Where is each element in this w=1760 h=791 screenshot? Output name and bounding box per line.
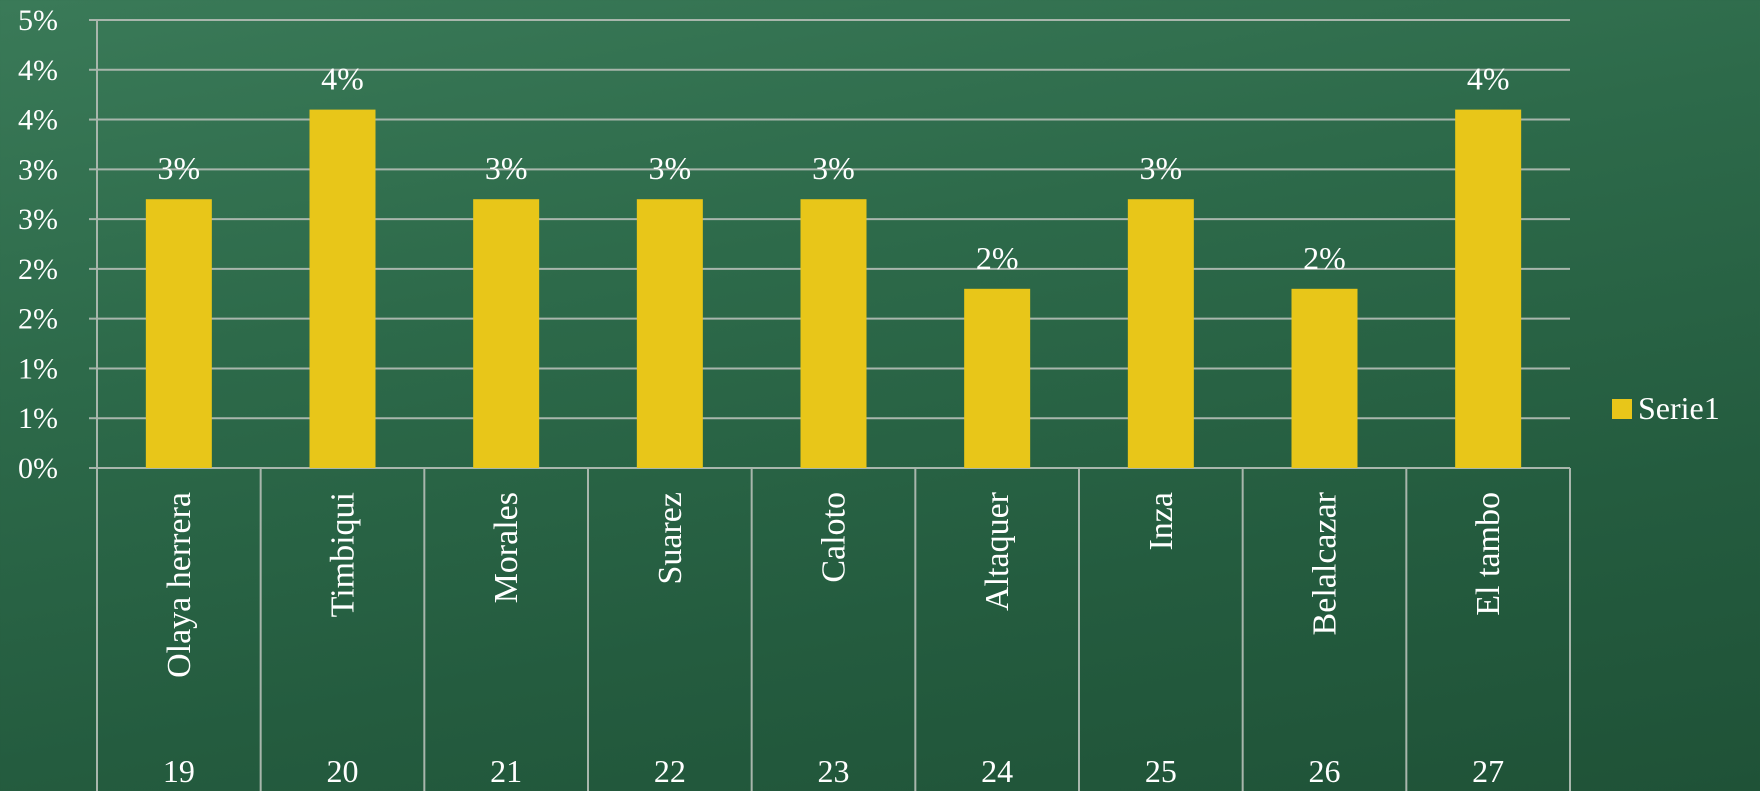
y-tick-label: 1% xyxy=(18,352,58,385)
category-number: 23 xyxy=(818,753,850,789)
y-tick-label: 2% xyxy=(18,303,58,336)
category-label: Altaquer xyxy=(979,491,1016,611)
legend-label: Serie1 xyxy=(1638,390,1720,426)
bar xyxy=(1455,109,1522,468)
category-label: Suarez xyxy=(652,492,689,585)
bar xyxy=(964,288,1031,468)
category-number: 24 xyxy=(981,753,1013,789)
category-label: Caloto xyxy=(816,492,853,583)
data-label: 4% xyxy=(1467,61,1510,97)
category-number: 26 xyxy=(1309,753,1341,789)
category-number: 25 xyxy=(1145,753,1177,789)
category-label: Inza xyxy=(1143,492,1180,551)
bar xyxy=(309,109,376,468)
y-tick-label: 3% xyxy=(18,203,58,236)
y-tick-label: 4% xyxy=(18,104,58,137)
y-tick-label: 2% xyxy=(18,253,58,286)
data-label: 2% xyxy=(1303,240,1346,276)
category-number: 27 xyxy=(1472,753,1504,789)
category-number: 20 xyxy=(327,753,359,789)
data-label: 4% xyxy=(321,61,364,97)
data-label: 3% xyxy=(1140,150,1183,186)
bar xyxy=(800,199,867,468)
category-label: Timbiqui xyxy=(325,492,362,617)
y-tick-label: 1% xyxy=(18,402,58,435)
bar xyxy=(145,199,212,468)
data-label: 3% xyxy=(812,150,855,186)
data-label: 3% xyxy=(158,150,201,186)
category-label: Morales xyxy=(488,492,525,603)
y-tick-label: 4% xyxy=(18,54,58,87)
category-label: Belalcazar xyxy=(1307,491,1344,635)
bar xyxy=(636,199,703,468)
legend: Serie1 xyxy=(1612,390,1720,427)
bar xyxy=(473,199,540,468)
bar xyxy=(1291,288,1358,468)
y-tick-label: 0% xyxy=(18,452,58,485)
data-label: 2% xyxy=(976,240,1019,276)
bar xyxy=(1127,199,1194,468)
category-number: 21 xyxy=(490,753,522,789)
category-label: Olaya herrera xyxy=(161,492,198,678)
category-label: El tambo xyxy=(1470,492,1507,616)
y-tick-label: 3% xyxy=(18,153,58,186)
legend-swatch xyxy=(1612,398,1632,419)
category-number: 22 xyxy=(654,753,686,789)
data-label: 3% xyxy=(649,150,692,186)
category-number: 19 xyxy=(163,753,195,789)
y-tick-label: 5% xyxy=(18,4,58,37)
data-label: 3% xyxy=(485,150,528,186)
